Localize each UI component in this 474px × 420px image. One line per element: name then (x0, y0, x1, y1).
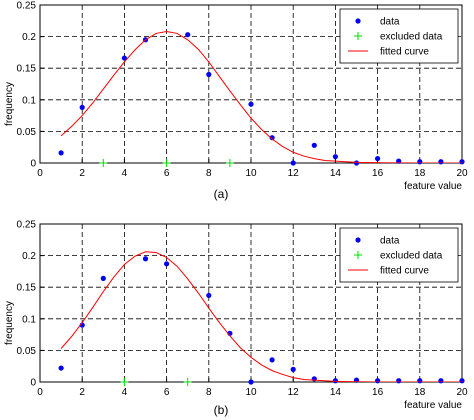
x-axis-label: feature value (404, 400, 462, 411)
y-tick-label: 0.2 (22, 32, 36, 43)
x-tick-label: 12 (288, 168, 300, 179)
data-point (142, 256, 149, 262)
data-point (269, 135, 275, 141)
data-point (164, 261, 170, 267)
excluded-data-point (183, 378, 192, 386)
data-point (459, 378, 465, 384)
x-tick-label: 2 (79, 387, 85, 398)
x-tick-label: 20 (456, 387, 468, 398)
chart-panel-b: 0 2 4 6 8 10 12 14 16 18 20 0 0.05 0.1 0.15 0.2 0.25 feat… (4, 220, 468, 418)
y-tick-label: 0 (30, 159, 36, 170)
x-axis-label: feature value (404, 181, 462, 192)
excluded-data-point (99, 159, 108, 167)
y-axis-label: frequency (4, 301, 15, 345)
data-point (290, 366, 296, 372)
data-point (269, 357, 275, 363)
excluded-data-point (225, 159, 234, 167)
legend: data excluded data fitted curve (339, 8, 459, 64)
legend-marker-excluded (354, 32, 362, 40)
y-tick-label: 0.05 (17, 346, 37, 357)
data-point (438, 159, 444, 165)
data-point (417, 159, 423, 165)
x-tick-label: 0 (37, 168, 43, 179)
x-tick-label: 20 (456, 168, 468, 179)
y-tick-label: 0.1 (22, 314, 36, 325)
x-tick-label: 6 (164, 168, 170, 179)
data-point (248, 101, 254, 107)
data-point (100, 275, 106, 281)
data-point (206, 71, 212, 78)
data-point (375, 155, 381, 162)
legend-marker-data (355, 237, 361, 243)
legend-label: fitted curve (380, 47, 429, 58)
data-point (121, 55, 127, 61)
data-point (396, 378, 402, 384)
data-point (185, 32, 191, 38)
data-point (332, 154, 338, 160)
y-tick-label: 0.1 (22, 95, 36, 106)
legend-label: data (380, 236, 400, 247)
y-tick-label: 0.05 (17, 127, 37, 138)
data-point (417, 378, 423, 384)
data-point (248, 379, 254, 385)
data-point (438, 378, 444, 384)
legend-marker-data (355, 18, 361, 24)
x-tick-label: 8 (206, 168, 212, 179)
y-tick-label: 0.25 (17, 1, 37, 12)
y-tick-label: 0.15 (17, 64, 37, 75)
data-point (311, 142, 317, 148)
data-point (375, 378, 381, 384)
legend: data excluded data fitted curve (339, 227, 459, 283)
x-tick-label: 10 (245, 168, 257, 179)
data-point (58, 150, 64, 156)
chart-panel-a: 0 2 4 6 8 10 12 14 16 18 20 0 0.05 0.1 0.15 0.2 0.25 feat… (4, 1, 468, 202)
x-tick-label: 0 (37, 387, 43, 398)
panel-label: (b) (214, 403, 229, 417)
y-tick-label: 0.25 (17, 220, 37, 231)
fitted-curve-line (60, 251, 462, 382)
legend-marker-excluded (354, 251, 362, 259)
x-tick-label: 18 (414, 387, 426, 398)
data-point (206, 292, 212, 299)
y-tick-label: 0.2 (22, 251, 36, 262)
data-point (353, 160, 360, 166)
data-point (332, 378, 338, 384)
data-point (79, 104, 85, 110)
x-tick-label: 14 (330, 387, 342, 398)
x-tick-label: 6 (164, 387, 170, 398)
x-tick-label: 8 (206, 387, 212, 398)
data-point (459, 159, 465, 165)
x-tick-label: 12 (288, 387, 300, 398)
x-tick-label: 14 (330, 168, 342, 179)
y-axis-label: frequency (4, 82, 15, 126)
y-tick-label: 0 (30, 378, 36, 389)
x-tick-label: 2 (79, 168, 85, 179)
data-point (290, 160, 296, 166)
x-tick-label: 16 (372, 387, 384, 398)
x-tick-label: 4 (122, 168, 128, 179)
excluded-data-point (120, 378, 129, 386)
excluded-data-point (162, 159, 171, 167)
data-point (58, 365, 64, 371)
legend-label: excluded data (380, 251, 443, 262)
legend-label: excluded data (380, 32, 443, 43)
x-tick-label: 4 (122, 387, 128, 398)
fitted-curve-line (60, 31, 462, 163)
x-tick-label: 16 (372, 168, 384, 179)
x-tick-label: 18 (414, 168, 426, 179)
x-tick-label: 10 (245, 387, 257, 398)
y-tick-label: 0.15 (17, 283, 37, 294)
legend-label: data (380, 17, 400, 28)
panel-label: (a) (214, 187, 229, 201)
legend-label: fitted curve (380, 266, 429, 277)
